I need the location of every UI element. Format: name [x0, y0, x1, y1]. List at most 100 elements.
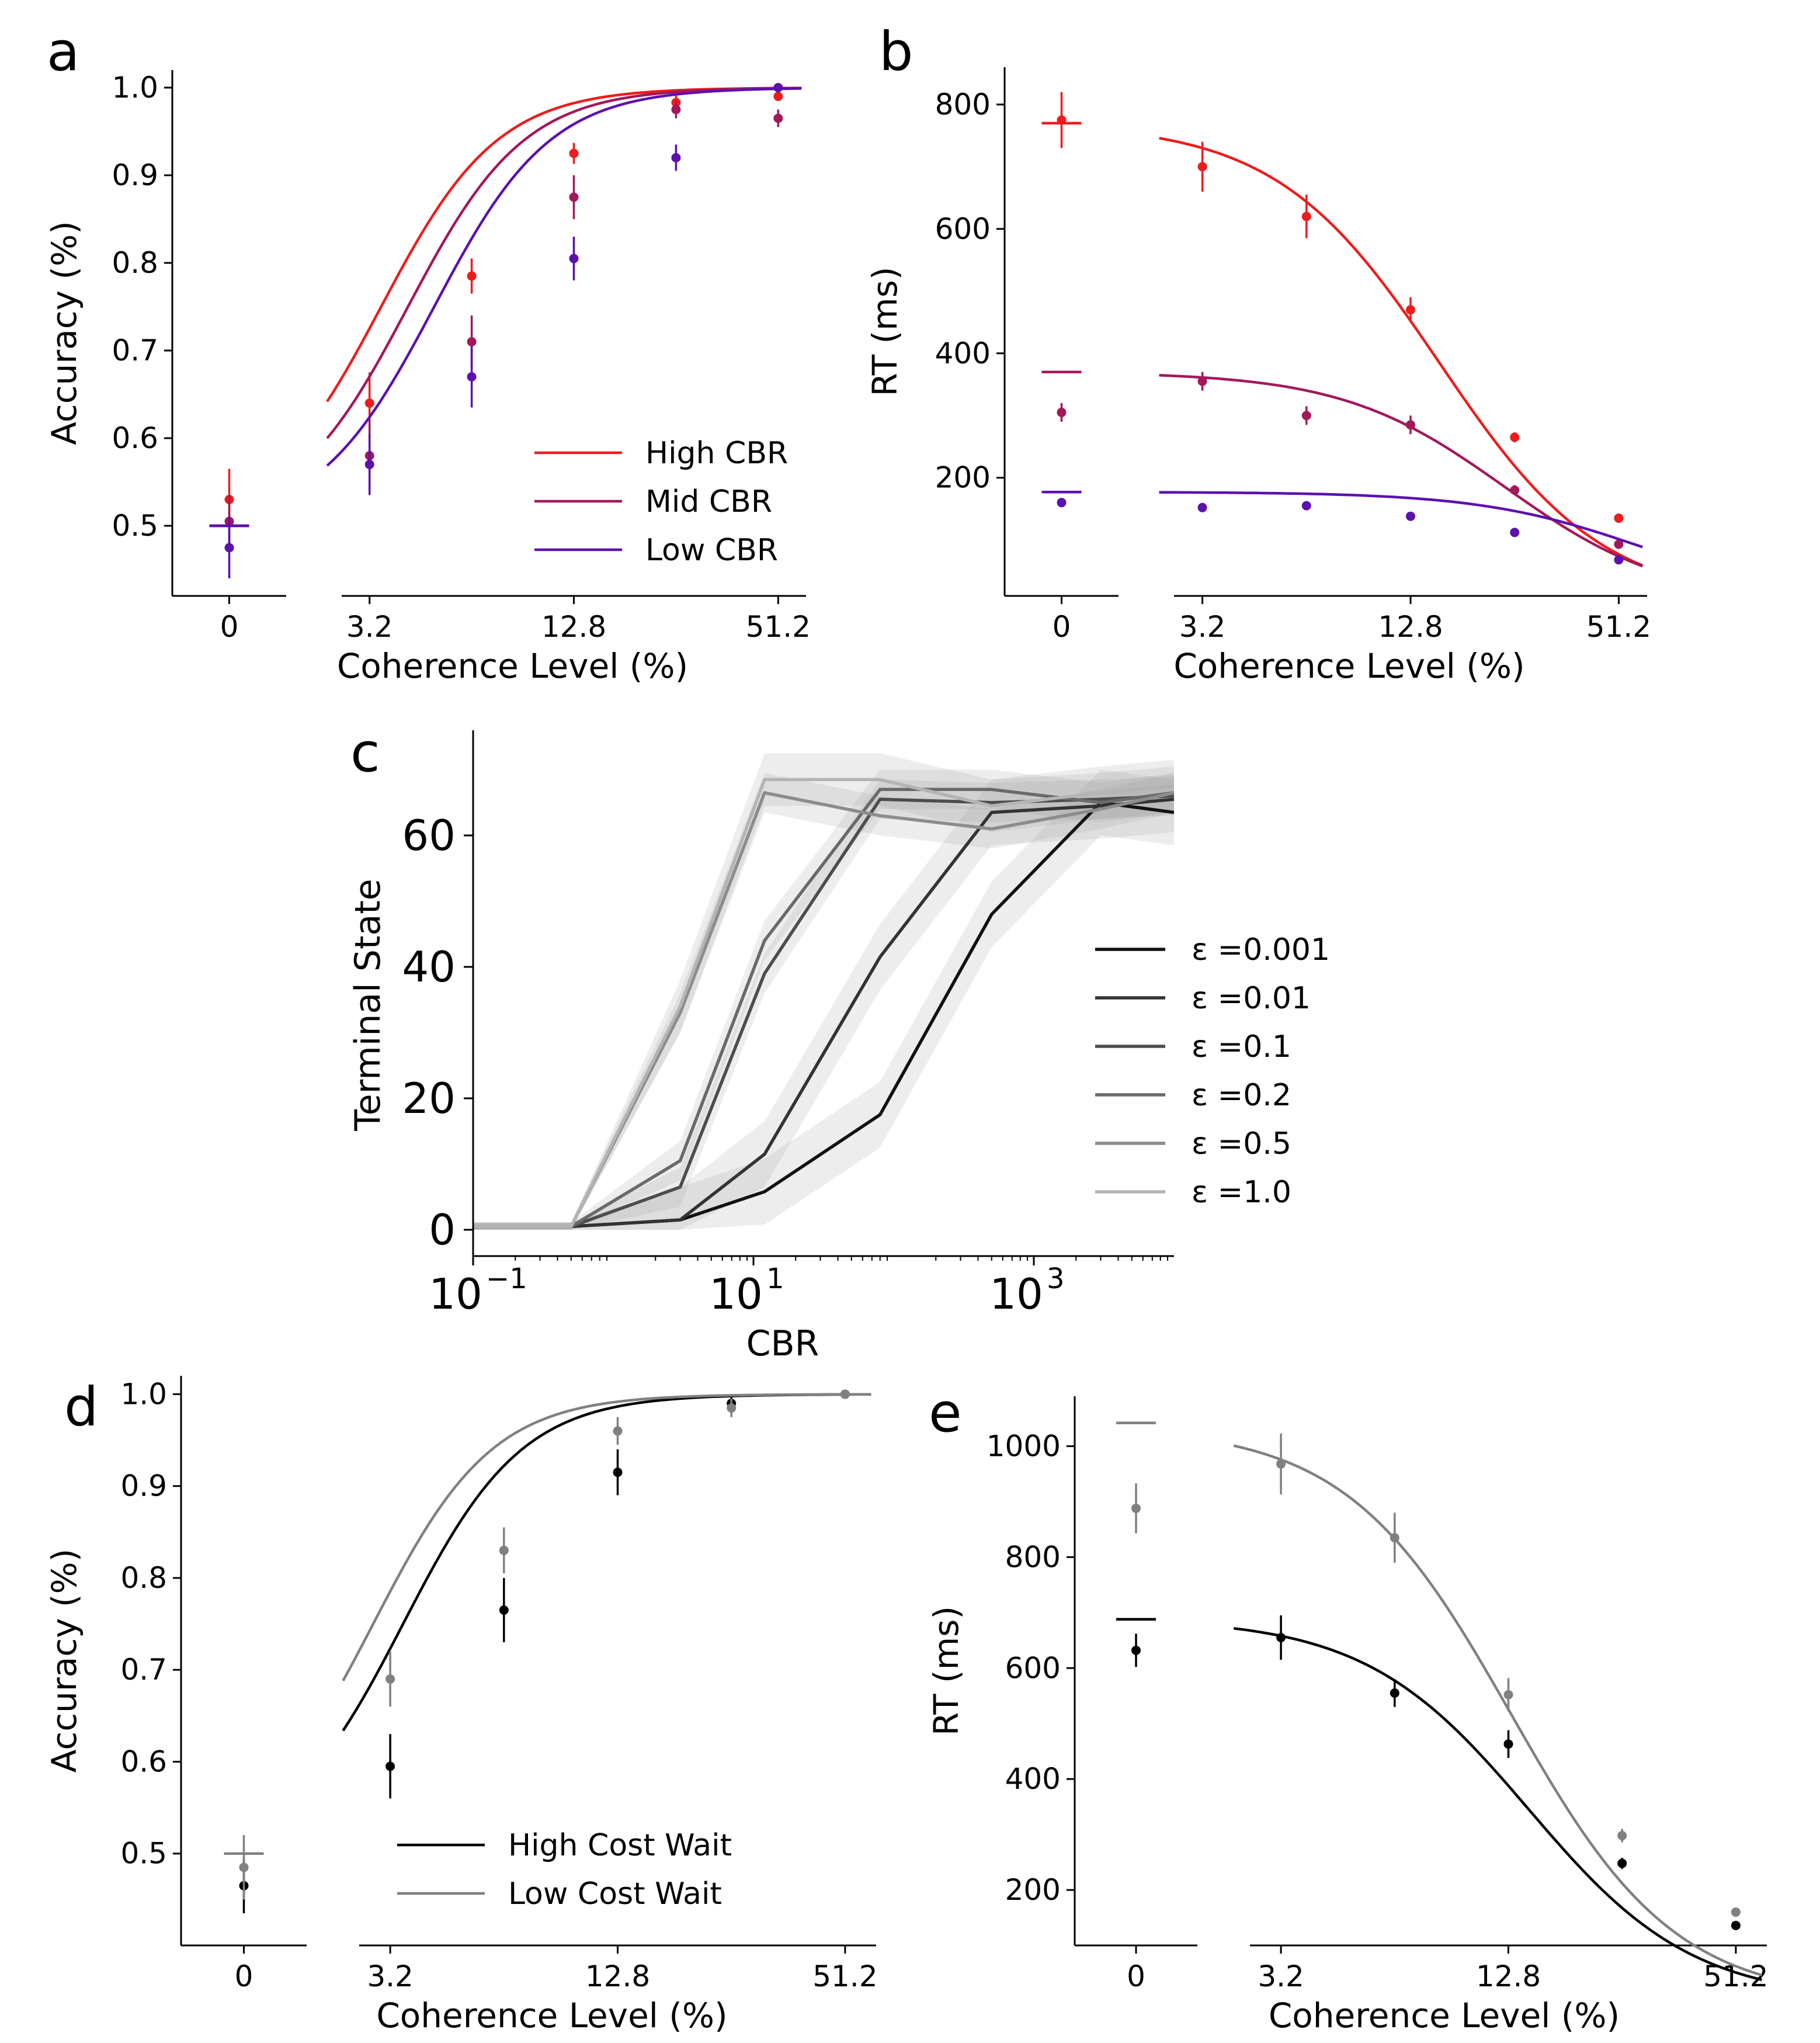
data-point [1614, 539, 1624, 549]
series-mid-cbr [1041, 370, 1644, 568]
x-tick-label: 12.8 [541, 610, 606, 644]
series-low-cbr [1041, 490, 1643, 565]
x-tick-label: 12.8 [1378, 610, 1443, 644]
data-point [773, 83, 783, 92]
y-axis-label: RT (ms) [865, 267, 905, 397]
fit-curve [1234, 1627, 1763, 1981]
y-tick-label: 1000 [987, 1429, 1061, 1463]
fit-curve [1159, 374, 1644, 568]
y-tick-label: 0.8 [120, 1561, 167, 1595]
panel-label: c [350, 722, 380, 784]
confidence-band [473, 766, 1174, 1230]
data-point [499, 1605, 509, 1615]
series-high-cost-wait [1116, 1615, 1763, 1981]
legend-label: Mid CBR [645, 484, 772, 519]
data-point [364, 460, 374, 469]
y-tick-label: 0 [429, 1205, 456, 1254]
fit-curve [1233, 1444, 1763, 1977]
x-tick-label-zero: 0 [1053, 610, 1071, 644]
data-point [1057, 115, 1067, 125]
y-tick-label: 400 [1005, 1762, 1061, 1796]
data-point [1131, 1645, 1141, 1655]
data-point [613, 1468, 623, 1477]
x-axis-label: Coherence Level (%) [1269, 1996, 1620, 2035]
data-point [1406, 511, 1415, 521]
fit-curve [326, 87, 802, 467]
data-point [840, 1389, 850, 1399]
data-point [239, 1862, 249, 1872]
legend-label: ε =0.1 [1192, 1029, 1291, 1064]
data-point [1731, 1920, 1741, 1930]
data-point [1614, 555, 1624, 565]
data-point [1301, 501, 1311, 511]
y-axis-label: Accuracy (%) [44, 1549, 84, 1773]
data-point [569, 148, 579, 158]
x-tick-label: 3.2 [1179, 610, 1226, 644]
data-point [364, 398, 374, 408]
data-point [1197, 376, 1207, 386]
panel-label: b [879, 20, 913, 83]
legend-label: ε =0.2 [1192, 1078, 1291, 1113]
panel-a: 0.5 0.6 0.7 0.8 0.9 1.0 0 3.2 12.8 51.2 Coherence … [44, 20, 811, 686]
confidence-band [473, 773, 1174, 1230]
data-point [1390, 1533, 1399, 1543]
x-axis-label: Coherence Level (%) [337, 646, 688, 686]
y-tick-label: 1.0 [120, 1377, 167, 1411]
x-tick-label: 3.2 [367, 1959, 414, 1993]
data-point [1510, 528, 1520, 537]
x-tick-label: 3.2 [346, 610, 393, 644]
y-tick-label: 0.7 [112, 334, 158, 367]
data-point [1510, 485, 1520, 495]
data-point [1617, 1858, 1627, 1868]
series-mid-cbr [209, 86, 802, 548]
data-point [1406, 420, 1415, 430]
data-point [1301, 211, 1311, 221]
y-tick-label: 200 [1005, 1873, 1061, 1907]
data-point [671, 153, 681, 162]
data-point [1276, 1459, 1286, 1469]
panel-b: 200 400 600 800 0 3.2 12.8 51.2 Coherence Level … [865, 20, 1651, 686]
x-tick-label: 10 1 [709, 1262, 784, 1319]
legend-label: Low Cost Wait [508, 1876, 722, 1912]
fit-curve [326, 86, 802, 439]
series-low-cost-wait [224, 1389, 871, 1900]
x-tick-base: 10 [429, 1269, 482, 1319]
data-point [569, 254, 579, 263]
x-tick-label: 51.2 [812, 1959, 877, 1993]
data-point [499, 1545, 509, 1555]
data-point [1197, 502, 1207, 512]
y-tick-label: 0.5 [112, 509, 158, 543]
data-point [385, 1761, 395, 1771]
data-point [773, 92, 783, 101]
series-low-cost-wait [1116, 1421, 1763, 1977]
fit-curve [326, 86, 802, 403]
y-tick-label: 800 [1005, 1540, 1061, 1574]
data-point [1406, 305, 1415, 315]
x-tick-exponent: 3 [1047, 1262, 1065, 1295]
data-point [613, 1426, 623, 1436]
series-low-cbr [209, 83, 802, 578]
fit-curve [342, 1393, 871, 1732]
data-point [1503, 1739, 1513, 1749]
data-point [569, 192, 579, 202]
legend-label: ε =0.001 [1192, 932, 1330, 967]
data-point [1510, 432, 1520, 442]
confidence-band [473, 769, 1174, 1230]
y-axis-label: RT (ms) [926, 1606, 966, 1736]
legend: High Cost Wait Low Cost Wait [397, 1828, 732, 1912]
legend-label: ε =0.01 [1192, 981, 1311, 1016]
data-point [224, 543, 234, 553]
confidence-band [473, 776, 1174, 1230]
fit-curve [1159, 137, 1644, 567]
x-tick-label-zero: 0 [235, 1959, 253, 1993]
data-point [1131, 1503, 1141, 1513]
x-tick-exponent: −1 [486, 1262, 527, 1295]
panel-d: 0.5 0.6 0.7 0.8 0.9 1.0 0 3.2 12.8 51.2 Coherence … [44, 1376, 878, 2035]
y-tick-label: 0.8 [112, 246, 158, 280]
panel-label: d [64, 1376, 98, 1438]
legend-label: ε =0.5 [1192, 1126, 1291, 1161]
fit-curve [1159, 491, 1643, 549]
